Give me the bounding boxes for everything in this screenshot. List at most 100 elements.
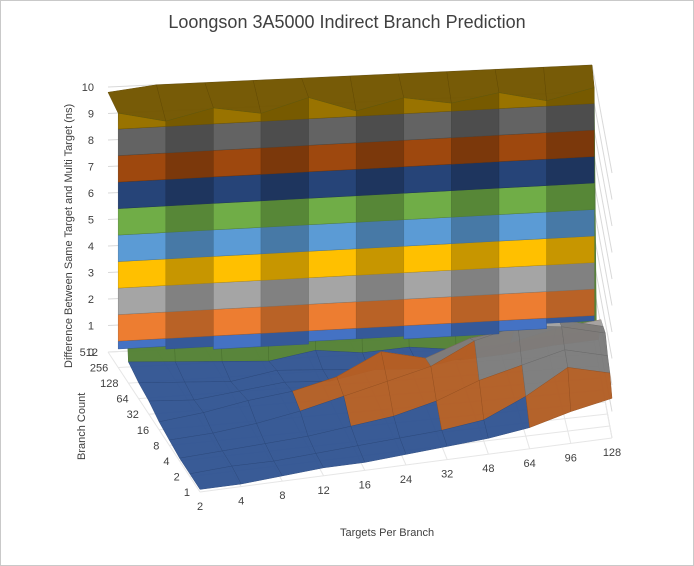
surface-patch — [127, 361, 186, 384]
y-tick-label: 1 — [184, 487, 190, 499]
surface-wall-band — [403, 110, 452, 141]
surface-wall-band — [117, 258, 167, 289]
surface-wall-band — [451, 108, 500, 138]
surface-wall-band — [165, 150, 214, 180]
surface-wall-band — [356, 139, 404, 170]
surface-wall-band — [213, 227, 262, 257]
surface-wall-band — [546, 182, 595, 213]
surface-wall-band — [308, 222, 357, 252]
y-tick-label: 8 — [153, 440, 159, 452]
surface-wall-band — [451, 214, 500, 244]
y-tick-label: 128 — [100, 378, 118, 390]
surface-wall-band — [165, 309, 214, 339]
surface-wall-band — [451, 240, 500, 271]
surface-wall-band — [260, 171, 309, 202]
surface-wall-band — [498, 105, 547, 136]
x-tick-label: 24 — [400, 474, 412, 486]
surface-wall-band — [356, 298, 404, 329]
surface-wall-band — [403, 163, 452, 194]
y-tick-label: 4 — [163, 456, 169, 468]
y-tick-label: 512 — [80, 347, 98, 359]
surface-wall-band — [546, 262, 595, 292]
surface-wall-band — [213, 306, 262, 337]
surface-wall-band — [403, 296, 452, 326]
surface-wall-band — [213, 174, 262, 204]
floor-gridline — [107, 351, 201, 493]
surface-wall-band — [165, 203, 214, 233]
surface-wall-band — [213, 280, 262, 310]
z-tick-label: 10 — [82, 82, 94, 94]
side-wall-gridline — [591, 64, 613, 174]
surface-wall-band — [213, 253, 262, 284]
surface-wall-band — [498, 185, 547, 215]
surface-wall-band — [308, 142, 357, 173]
y-tick-label: 64 — [116, 394, 128, 406]
side-wall-gridline — [591, 117, 613, 227]
surface-wall-band — [308, 116, 357, 146]
surface-wall-band — [117, 205, 167, 236]
surface-wall-band — [165, 256, 214, 286]
surface-patch — [567, 367, 613, 412]
surface-wall-band — [213, 121, 262, 151]
z-axis-title: Difference Between Same Target and Multi… — [63, 103, 75, 368]
surface-wall-band — [451, 161, 500, 191]
x-tick-label: 4 — [238, 496, 244, 508]
surface-wall-band — [308, 169, 357, 199]
x-tick-label: 16 — [359, 479, 371, 491]
surface-wall-band — [213, 200, 262, 231]
surface-wall-band — [498, 264, 547, 295]
y-tick-label: 32 — [127, 409, 139, 421]
x-tick-label: 2 — [197, 501, 203, 513]
surface-patch — [107, 84, 167, 122]
surface-wall-band — [117, 179, 167, 209]
surface-patch — [276, 369, 331, 383]
x-axis-title: Targets Per Branch — [340, 527, 435, 539]
y-axis-title: Branch Count — [76, 392, 88, 460]
surface-wall-band — [165, 229, 214, 260]
surface-wall-band — [260, 198, 309, 228]
surface-wall-band — [546, 235, 595, 266]
surface-wall-band — [546, 288, 595, 319]
surface-wall-band — [546, 129, 595, 160]
surface-wall-band — [546, 87, 595, 107]
z-tick-label: 3 — [88, 268, 94, 280]
surface-wall-band — [117, 126, 167, 156]
z-tick-label: 4 — [88, 241, 94, 253]
z-tick-label: 7 — [88, 162, 94, 174]
surface-wall-band — [403, 243, 452, 273]
surface-wall-band — [356, 166, 404, 197]
z-tick-label: 8 — [88, 135, 94, 147]
surface-wall-band — [260, 304, 309, 334]
x-tick-label: 12 — [317, 485, 329, 497]
surface-wall-band — [546, 156, 595, 186]
side-wall-gridline — [591, 144, 613, 253]
z-tick-label: 5 — [88, 215, 94, 227]
surface-wall-band — [308, 275, 357, 305]
surface-wall-band — [117, 311, 167, 342]
x-tick-label: 48 — [482, 463, 494, 475]
surface-wall-band — [117, 232, 167, 262]
surface-wall-band — [356, 113, 404, 144]
surface-wall-band — [403, 190, 452, 220]
surface-wall-band — [165, 282, 214, 313]
y-tick-label: 16 — [137, 425, 149, 437]
surface-wall-band — [546, 209, 595, 239]
surface-wall-band — [117, 285, 167, 315]
surface-wall-band — [117, 152, 167, 183]
surface-wall-band — [308, 195, 357, 226]
surface-wall-band — [451, 293, 500, 324]
surface — [107, 64, 613, 490]
surface-wall-band — [498, 291, 547, 321]
x-tick-label: 32 — [441, 469, 453, 481]
surface-wall-band — [498, 132, 547, 162]
surface-wall-band — [403, 137, 452, 167]
surface-wall-band — [403, 216, 452, 247]
surface-wall-band — [165, 176, 214, 207]
surface-wall-band — [308, 248, 357, 279]
surface-wall-band — [403, 269, 452, 300]
z-tick-label: 0 — [88, 347, 94, 359]
surface-wall-band — [213, 147, 262, 178]
surface-wall-band — [451, 134, 500, 165]
